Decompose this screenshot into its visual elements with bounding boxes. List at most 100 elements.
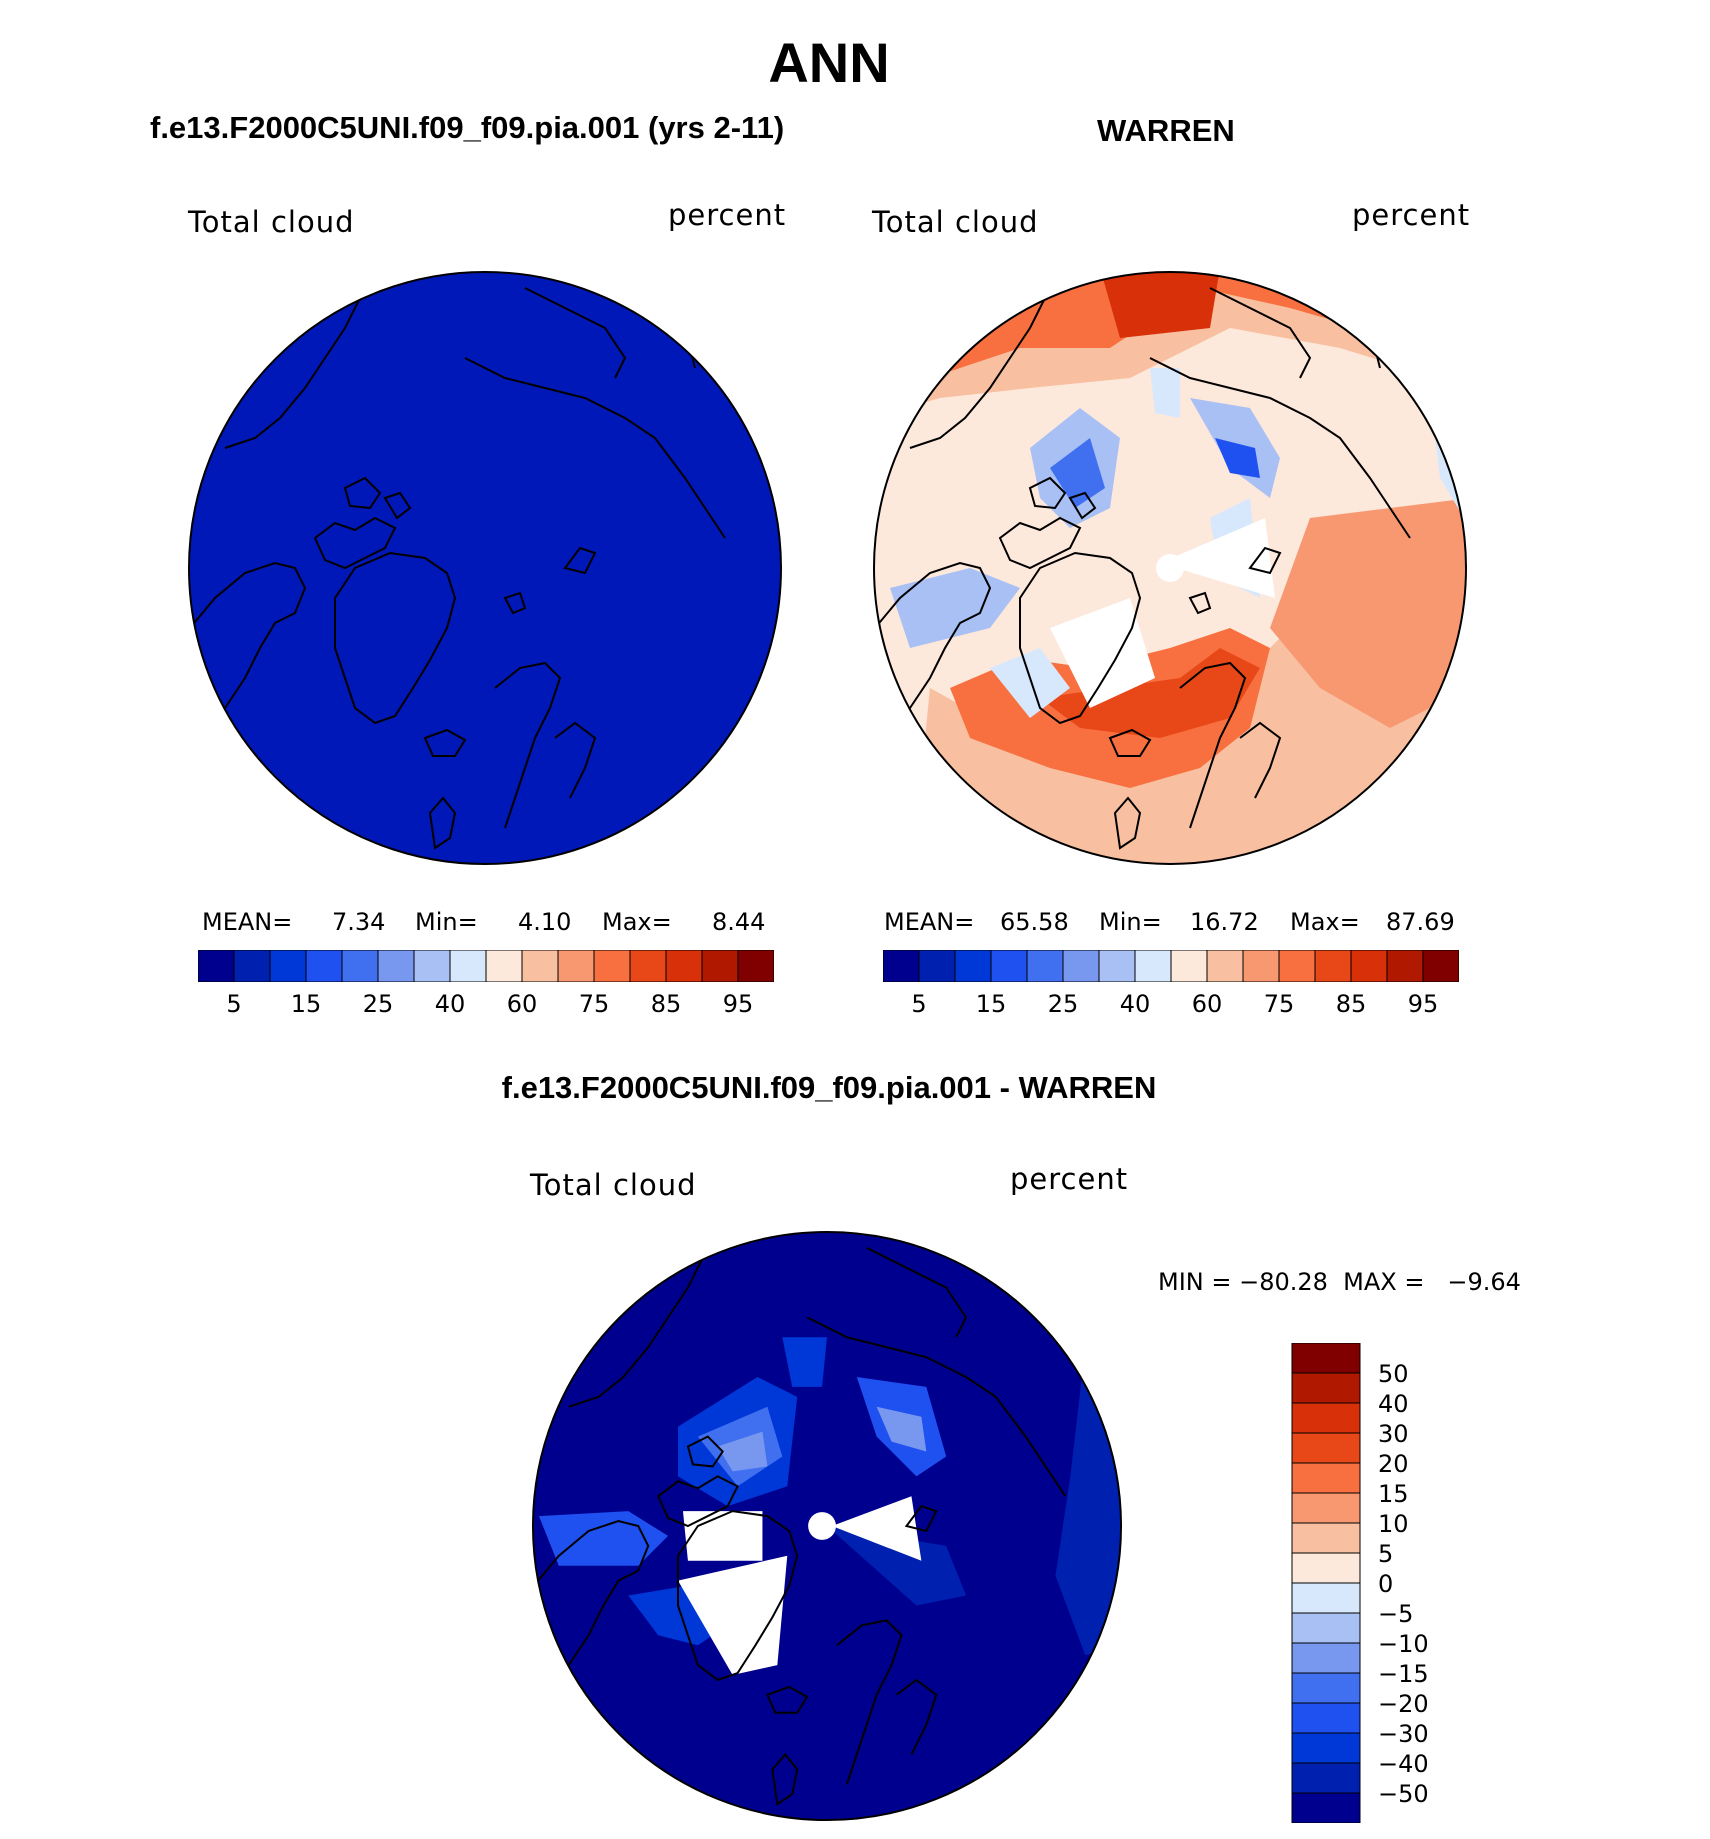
colorbar-swatch [1350,950,1388,982]
map2-coastlines [874,287,1411,850]
panel1-units-label: percent [668,198,787,232]
map3-border [531,1230,1123,1822]
colorbar-swatch [1386,950,1424,982]
cb3-tick-label: −30 [1378,1720,1429,1748]
colorbar-swatch [1291,1732,1361,1764]
panel2-min-label: Min= [1099,908,1162,936]
panel1-heading: f.e13.F2000C5UNI.f09_f09.pia.001 (yrs 2-… [150,110,785,145]
cb2-tick-label: 95 [1407,990,1439,1018]
colorbar-swatch [1098,950,1136,982]
colorbar-swatch [954,950,992,982]
cb1-tick-label: 85 [650,990,682,1018]
colorbar-swatch [593,950,631,982]
cb3-tick-label: 0 [1378,1570,1394,1598]
panel1-mean-value: 7.34 [332,908,386,936]
colorbar-swatch [1026,950,1064,982]
colorbar-swatch [1291,1432,1361,1464]
colorbar-swatch [1291,1462,1361,1494]
colorbar-swatch [1291,1672,1361,1704]
colorbar-swatch [918,950,956,982]
colorbar-swatch [701,950,739,982]
cb3-tick-label: 15 [1378,1480,1409,1508]
cb2-tick-label: 25 [1047,990,1079,1018]
cb1-tick-label: 60 [506,990,538,1018]
cb3-tick-label: 20 [1378,1450,1409,1478]
colorbar-swatch [1314,950,1352,982]
colorbar-panel2 [883,950,1459,982]
cb3-tick-label: 50 [1378,1360,1409,1388]
colorbar-swatch [990,950,1028,982]
cb1-tick-label: 5 [226,990,242,1018]
colorbar-swatch [1291,1762,1361,1794]
page-title: ANN [768,31,890,94]
cb1-tick-label: 40 [434,990,466,1018]
panel2-max-value: 87.69 [1386,908,1455,936]
cb3-tick-label: 30 [1378,1420,1409,1448]
colorbar-swatch [1291,1522,1361,1554]
panel1-max-label: Max= [602,908,672,936]
colorbar-diff [1291,1343,1361,1823]
map3-coastlines [533,1246,1067,1806]
colorbar-swatch [198,950,235,982]
cb1-tick-label: 75 [578,990,610,1018]
cb3-tick-label: 5 [1378,1540,1394,1568]
cb3-tick-label: −20 [1378,1690,1429,1718]
colorbar-swatch [1291,1702,1361,1734]
cb3-tick-label: −50 [1378,1780,1429,1808]
map-diff [531,1230,1123,1822]
cb3-tick-label: 10 [1378,1510,1409,1538]
colorbar-swatch [1291,1372,1361,1404]
diff-variable-label: Total cloud [530,1168,697,1202]
colorbar-swatch [1206,950,1244,982]
colorbar-swatch [341,950,379,982]
map1-field [189,272,781,864]
panel2-min-value: 16.72 [1190,908,1259,936]
colorbar-swatch [1291,1343,1361,1374]
panel2-mean-value: 65.58 [1000,908,1069,936]
panel1-variable-label: Total cloud [188,205,355,239]
cb2-tick-label: 40 [1119,990,1151,1018]
colorbar-swatch [1291,1582,1361,1614]
diff-min-max-text: MIN = −80.28 MAX = −9.64 [1158,1268,1521,1296]
colorbar-swatch [1291,1402,1361,1434]
colorbar-swatch [233,950,271,982]
colorbar-swatch [485,950,523,982]
panel2-max-label: Max= [1290,908,1360,936]
colorbar-swatch [1291,1612,1361,1644]
colorbar-swatch [1291,1552,1361,1584]
cb1-tick-label: 15 [290,990,322,1018]
colorbar-swatch [1170,950,1208,982]
colorbar-swatch [377,950,415,982]
diff-units-label: percent [1010,1162,1129,1196]
cb2-tick-label: 5 [911,990,927,1018]
colorbar-swatch [305,950,343,982]
panel1-min-value: 4.10 [518,908,572,936]
colorbar-swatch [1422,950,1459,982]
panel1-max-value: 8.44 [712,908,766,936]
panel2-mean-label: MEAN= [884,908,975,936]
colorbar-swatch [521,950,559,982]
cb3-tick-label: −5 [1378,1600,1414,1628]
panel1-mean-label: MEAN= [202,908,293,936]
colorbar-panel1 [198,950,774,982]
cb2-tick-label: 15 [975,990,1007,1018]
colorbar-swatch [1242,950,1280,982]
cb1-tick-label: 25 [362,990,394,1018]
cb3-tick-label: 40 [1378,1390,1409,1418]
diff-heading: f.e13.F2000C5UNI.f09_f09.pia.001 - WARRE… [501,1070,1157,1105]
colorbar-swatch [1062,950,1100,982]
colorbar-swatch [1291,1492,1361,1524]
colorbar-swatch [557,950,595,982]
map2-border [873,271,1467,865]
panel2-heading: WARREN [1097,113,1235,148]
panel2-units-label: percent [1352,198,1471,232]
colorbar-swatch [629,950,667,982]
cb2-tick-label: 60 [1191,990,1223,1018]
panel1-min-label: Min= [415,908,478,936]
colorbar-swatch [1291,1642,1361,1674]
panel2-variable-label: Total cloud [872,205,1039,239]
cb2-tick-label: 75 [1263,990,1295,1018]
map-panel2 [873,271,1467,865]
colorbar-swatch [1278,950,1316,982]
colorbar-swatch [1291,1792,1361,1823]
